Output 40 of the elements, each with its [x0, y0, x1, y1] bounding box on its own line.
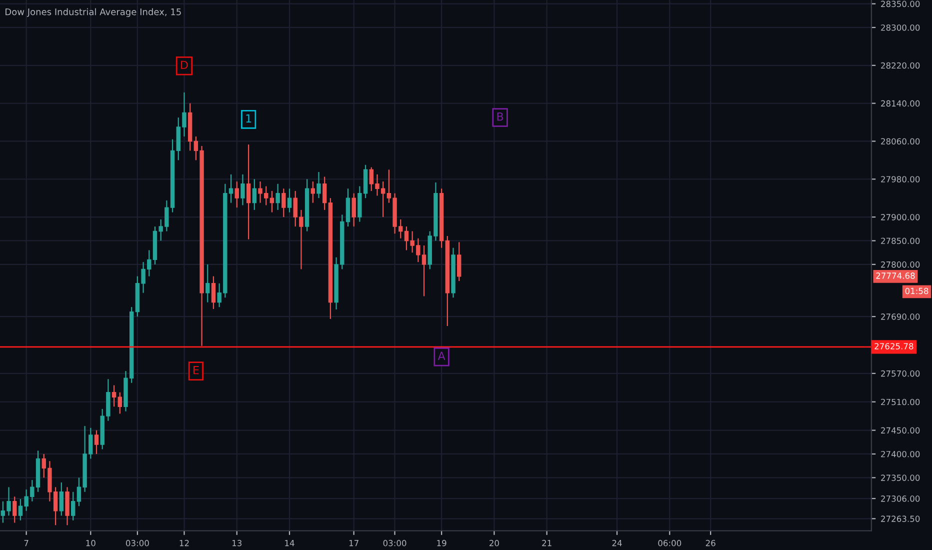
- y-tick-label: 28060.00: [881, 138, 920, 144]
- x-tick-label: 03:00: [126, 540, 149, 546]
- y-tick-label: 28350.00: [881, 0, 920, 8]
- y-tick-label: 27980.00: [881, 176, 920, 182]
- y-tick-label: 28140.00: [881, 100, 920, 107]
- x-tick-label: 24: [612, 540, 622, 546]
- x-tick-label: 17: [349, 540, 358, 546]
- annotation: 1: [246, 114, 252, 122]
- annotation: E: [194, 366, 199, 374]
- y-tick-label: 28220.00: [881, 62, 920, 69]
- x-tick-label: 26: [706, 540, 716, 546]
- x-tick-label: 12: [180, 540, 189, 546]
- text: 27774.68: [876, 272, 915, 279]
- y-tick-label: 27800.00: [881, 261, 920, 268]
- y-tick-label: 27900.00: [881, 214, 920, 220]
- x-tick-label: 13: [232, 540, 242, 546]
- x-tick-label: 21: [542, 540, 552, 546]
- y-tick-label: 27850.00: [881, 238, 920, 244]
- x-tick-label: 14: [285, 540, 294, 546]
- annotation: D: [181, 60, 188, 69]
- text: Dow Jones Industrial Average Index, 15: [6, 8, 181, 17]
- x-tick-label: 7: [24, 540, 28, 546]
- text: 01:58: [905, 288, 928, 294]
- x-tick-label: 06:00: [658, 540, 682, 546]
- x-tick-label: 10: [86, 540, 96, 546]
- y-tick-label: 27400.00: [881, 450, 920, 458]
- y-tick-label: 27510.00: [881, 398, 920, 406]
- annotation: A: [438, 352, 446, 360]
- y-tick-label: 27350.00: [881, 474, 920, 481]
- y-tick-label: 27450.00: [881, 427, 920, 434]
- x-tick-label: 19: [437, 540, 446, 546]
- x-tick-label: 20: [490, 540, 499, 546]
- y-tick-label: 28300.00: [881, 24, 920, 31]
- x-tick-label: 03:00: [383, 540, 406, 546]
- ref-line-label: 27625.78: [874, 343, 914, 350]
- y-tick-label: 27263.50: [881, 516, 920, 522]
- annotation: B: [497, 112, 504, 121]
- y-tick-label: 27306.00: [881, 496, 920, 502]
- y-tick-label: 27570.00: [881, 370, 920, 377]
- y-tick-label: 27690.00: [881, 314, 920, 320]
